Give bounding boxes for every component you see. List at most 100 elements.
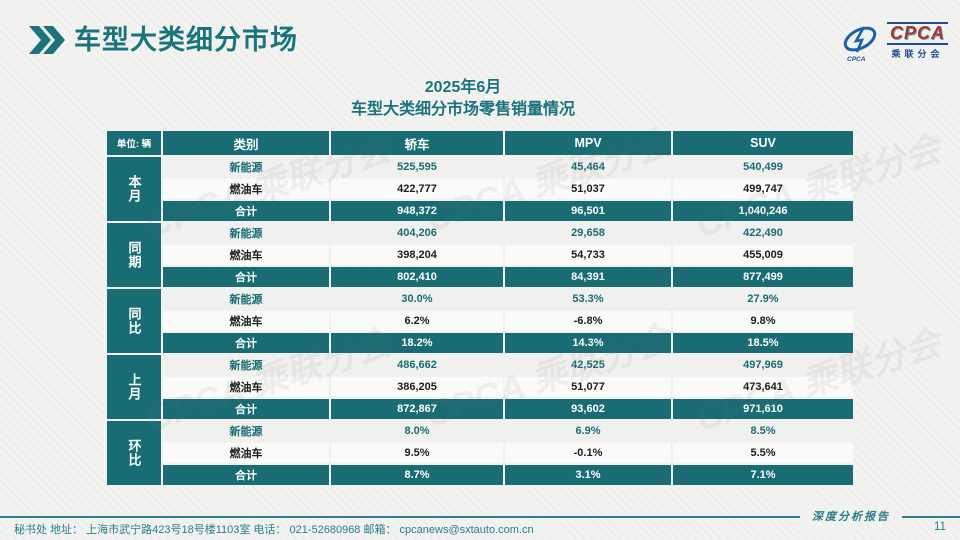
value-cell: 9.8% (673, 311, 853, 331)
category-cell: 合计 (163, 399, 329, 419)
value-cell: 540,499 (673, 157, 853, 177)
value-cell: 53.3% (505, 289, 671, 309)
category-cell: 新能源 (163, 157, 329, 177)
report-type-label: 深度分析报告 (812, 510, 890, 523)
value-cell: 51,037 (505, 179, 671, 199)
table-title-date: 2025年6月 (424, 79, 502, 96)
cpca-logo-text: CPCA 乘联分会 (886, 22, 948, 60)
column-header-sedan: 轿车 (331, 131, 503, 155)
category-cell: 燃油车 (163, 245, 329, 265)
category-cell: 燃油车 (163, 311, 329, 331)
value-cell: 877,499 (673, 267, 853, 287)
row-group-label: 同比 (107, 289, 161, 353)
cpca-logo: CPCA CPCA 乘联分会 (841, 20, 948, 62)
category-cell: 新能源 (163, 421, 329, 441)
svg-text:CPCA: CPCA (847, 56, 866, 62)
table-title-block: 2025年6月 车型大类细分市场零售销量情况 (88, 77, 838, 120)
value-cell: 3.1% (505, 465, 671, 485)
footer-rule-right (902, 515, 960, 518)
category-cell: 新能源 (163, 223, 329, 243)
value-cell: 422,777 (331, 179, 503, 199)
table-row: 环比 新能源 8.0% 6.9% 8.5% (107, 421, 853, 485)
table-body: 本月 新能源 525,595 45,464 540,499 燃油车 422,777 51,03… (107, 157, 853, 485)
value-cell: 96,501 (505, 201, 671, 221)
cpca-acronym: CPCA (886, 22, 948, 45)
category-cell: 合计 (163, 465, 329, 485)
value-cell: 6.9% (505, 421, 671, 441)
value-cell: 525,595 (331, 157, 503, 177)
table-row: 合计 948,372 96,501 1,040,246 (107, 201, 853, 221)
category-cell: 新能源 (163, 355, 329, 375)
row-group-label: 同期 (107, 223, 161, 287)
category-cell: 燃油车 (163, 377, 329, 397)
footer-rule-left (0, 515, 800, 518)
value-cell: 948,372 (331, 201, 503, 221)
value-cell: 971,610 (673, 399, 853, 419)
value-cell: 473,641 (673, 377, 853, 397)
value-cell: 497,969 (673, 355, 853, 375)
value-cell: 872,867 (331, 399, 503, 419)
value-cell: 499,747 (673, 179, 853, 199)
value-cell: 386,205 (331, 377, 503, 397)
table-row: 燃油车 422,777 51,037 499,747 (107, 179, 853, 199)
value-cell: -6.8% (505, 311, 671, 331)
column-header-suv: SUV (673, 131, 853, 155)
table-row: 燃油车 386,205 51,077 473,641 (107, 377, 853, 397)
value-cell: 27.9% (673, 289, 853, 309)
value-cell: 8.7% (331, 465, 503, 485)
value-cell: 93,602 (505, 399, 671, 419)
page-number: 11 (934, 521, 946, 533)
value-cell: 802,410 (331, 267, 503, 287)
row-group-label: 上月 (107, 355, 161, 419)
footer-contact-info: 秘书处 地址： 上海市武宁路423号18号楼1103室 电话： 021-5268… (14, 524, 534, 536)
double-chevron-icon (29, 26, 65, 54)
value-cell: 7.1% (673, 465, 853, 485)
table-header-row: 单位: 辆 类别 轿车 MPV SUV (107, 131, 853, 155)
value-cell: 9.5% (331, 443, 503, 463)
table-title-text: 车型大类细分市场零售销量情况 (350, 100, 575, 118)
table-row: 同比 新能源 30.0% 53.3% 27.9% (107, 289, 853, 353)
value-cell: 8.5% (673, 421, 853, 441)
value-cell: 1,040,246 (673, 201, 853, 221)
value-cell: 42,525 (505, 355, 671, 375)
column-header-mpv: MPV (505, 131, 671, 155)
table-row: 合计 18.2% 14.3% 18.5% (107, 333, 853, 353)
table-row: 燃油车 6.2% -6.8% 9.8% (107, 311, 853, 331)
category-cell: 新能源 (163, 289, 329, 309)
value-cell: 5.5% (673, 443, 853, 463)
table-row: 上月 新能源 486,662 42,525 497,969 (107, 355, 853, 419)
page-title: 车型大类细分市场 (74, 24, 298, 55)
value-cell: 18.2% (331, 333, 503, 353)
cpca-chinese-name: 乘联分会 (891, 48, 944, 59)
category-cell: 合计 (163, 267, 329, 287)
table-row: 合计 802,410 84,391 877,499 (107, 267, 853, 287)
value-cell: 18.5% (673, 333, 853, 353)
row-group-label: 环比 (107, 421, 161, 485)
footer-rule: 深度分析报告 (0, 511, 960, 522)
value-cell: 8.0% (331, 421, 503, 441)
cpca-swoosh-icon: CPCA (843, 26, 877, 62)
value-cell: 14.3% (505, 333, 671, 353)
value-cell: 45,464 (505, 157, 671, 177)
value-cell: 486,662 (331, 355, 503, 375)
value-cell: 54,733 (505, 245, 671, 265)
sales-table: 单位: 辆 类别 轿车 MPV SUV 本月 新能源 525,595 45,464 54… (105, 129, 855, 487)
value-cell: 30.0% (331, 289, 503, 309)
table-row: 燃油车 398,204 54,733 455,009 (107, 245, 853, 265)
category-cell: 合计 (163, 201, 329, 221)
value-cell: 455,009 (673, 245, 853, 265)
value-cell: 398,204 (331, 245, 503, 265)
table-row: 燃油车 9.5% -0.1% 5.5% (107, 443, 853, 463)
table-row: 合计 8.7% 3.1% 7.1% (107, 465, 853, 485)
value-cell: 84,391 (505, 267, 671, 287)
column-header-category: 类别 (163, 131, 329, 155)
table-row: 本月 新能源 525,595 45,464 540,499 (107, 157, 853, 221)
unit-label: 单位: 辆 (107, 131, 161, 155)
category-cell: 燃油车 (163, 179, 329, 199)
value-cell: 51,077 (505, 377, 671, 397)
value-cell: -0.1% (505, 443, 671, 463)
value-cell: 29,658 (505, 223, 671, 243)
header: 车型大类细分市场 (28, 26, 298, 54)
category-cell: 合计 (163, 333, 329, 353)
